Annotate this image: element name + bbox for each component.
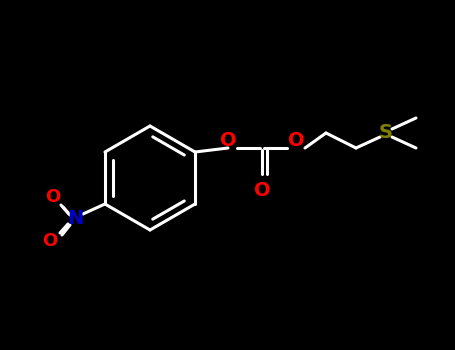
Text: S: S [379, 124, 393, 142]
Text: O: O [46, 188, 61, 206]
Text: O: O [254, 181, 270, 199]
Text: O: O [220, 131, 236, 149]
Text: O: O [42, 232, 58, 250]
Text: O: O [288, 131, 304, 149]
Text: N: N [67, 210, 83, 229]
